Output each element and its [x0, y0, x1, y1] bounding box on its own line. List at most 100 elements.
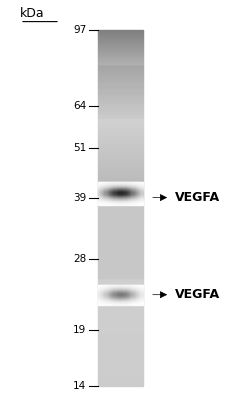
- Bar: [98, 127, 142, 128]
- Bar: [98, 83, 142, 84]
- Bar: [109, 303, 110, 304]
- Bar: [109, 286, 110, 287]
- Bar: [98, 291, 100, 292]
- Bar: [132, 304, 134, 305]
- Bar: [116, 302, 118, 303]
- Bar: [98, 143, 142, 144]
- Bar: [98, 35, 142, 36]
- Bar: [124, 294, 126, 295]
- Bar: [111, 303, 112, 304]
- Bar: [132, 303, 134, 304]
- Bar: [140, 289, 141, 290]
- Bar: [98, 146, 142, 148]
- Bar: [126, 294, 127, 295]
- Bar: [98, 368, 142, 369]
- Bar: [98, 356, 142, 358]
- Bar: [139, 287, 140, 288]
- Bar: [98, 286, 100, 287]
- Bar: [98, 303, 100, 304]
- Bar: [111, 295, 112, 296]
- Bar: [131, 293, 132, 294]
- Bar: [103, 285, 104, 286]
- Bar: [101, 304, 102, 305]
- Bar: [98, 118, 142, 119]
- Bar: [98, 264, 142, 265]
- Bar: [98, 158, 142, 159]
- Bar: [106, 287, 108, 288]
- Bar: [104, 285, 106, 286]
- Bar: [106, 299, 108, 300]
- Bar: [134, 285, 136, 286]
- Bar: [100, 293, 101, 294]
- Bar: [98, 52, 142, 54]
- Bar: [98, 259, 142, 260]
- Bar: [101, 293, 102, 294]
- Bar: [100, 297, 101, 298]
- Bar: [124, 287, 126, 288]
- Bar: [100, 298, 101, 299]
- Bar: [100, 288, 101, 289]
- Bar: [101, 296, 102, 297]
- Bar: [103, 302, 104, 303]
- Bar: [108, 292, 109, 293]
- Bar: [98, 43, 142, 44]
- Bar: [98, 44, 142, 46]
- Bar: [98, 221, 142, 222]
- Bar: [124, 295, 126, 296]
- Bar: [136, 289, 137, 290]
- Bar: [114, 299, 116, 300]
- Bar: [116, 293, 118, 294]
- Bar: [110, 296, 111, 297]
- Bar: [132, 300, 134, 301]
- Bar: [108, 291, 109, 292]
- Bar: [138, 290, 139, 291]
- Bar: [139, 298, 140, 299]
- Bar: [98, 291, 142, 292]
- Bar: [140, 286, 141, 287]
- Bar: [100, 299, 101, 300]
- Bar: [98, 225, 142, 226]
- Bar: [110, 300, 111, 301]
- Bar: [116, 285, 118, 286]
- Bar: [98, 86, 142, 87]
- Bar: [128, 289, 129, 290]
- Bar: [114, 304, 116, 305]
- Bar: [98, 380, 142, 381]
- Bar: [131, 287, 132, 288]
- Bar: [114, 300, 116, 301]
- Bar: [113, 292, 114, 293]
- Bar: [98, 80, 142, 81]
- Bar: [101, 287, 102, 288]
- Bar: [120, 293, 121, 294]
- Bar: [110, 302, 111, 303]
- Bar: [131, 292, 132, 293]
- Bar: [98, 333, 142, 334]
- Bar: [109, 290, 110, 291]
- Bar: [98, 302, 100, 303]
- Bar: [121, 293, 122, 294]
- Bar: [127, 290, 128, 291]
- Bar: [114, 302, 116, 303]
- Bar: [132, 293, 134, 294]
- Bar: [101, 301, 102, 302]
- Bar: [98, 60, 142, 61]
- Bar: [116, 292, 118, 293]
- Bar: [98, 186, 142, 187]
- Bar: [98, 219, 142, 220]
- Bar: [108, 304, 109, 305]
- Bar: [100, 291, 101, 292]
- Bar: [108, 290, 109, 291]
- Bar: [98, 238, 142, 239]
- Bar: [129, 299, 130, 300]
- Bar: [127, 293, 128, 294]
- Bar: [116, 297, 118, 298]
- Bar: [137, 302, 138, 303]
- Bar: [127, 300, 128, 301]
- Bar: [113, 293, 114, 294]
- Bar: [131, 304, 132, 305]
- Bar: [112, 287, 113, 288]
- Bar: [134, 290, 136, 291]
- Bar: [128, 296, 129, 297]
- Bar: [98, 30, 142, 31]
- Bar: [98, 120, 142, 121]
